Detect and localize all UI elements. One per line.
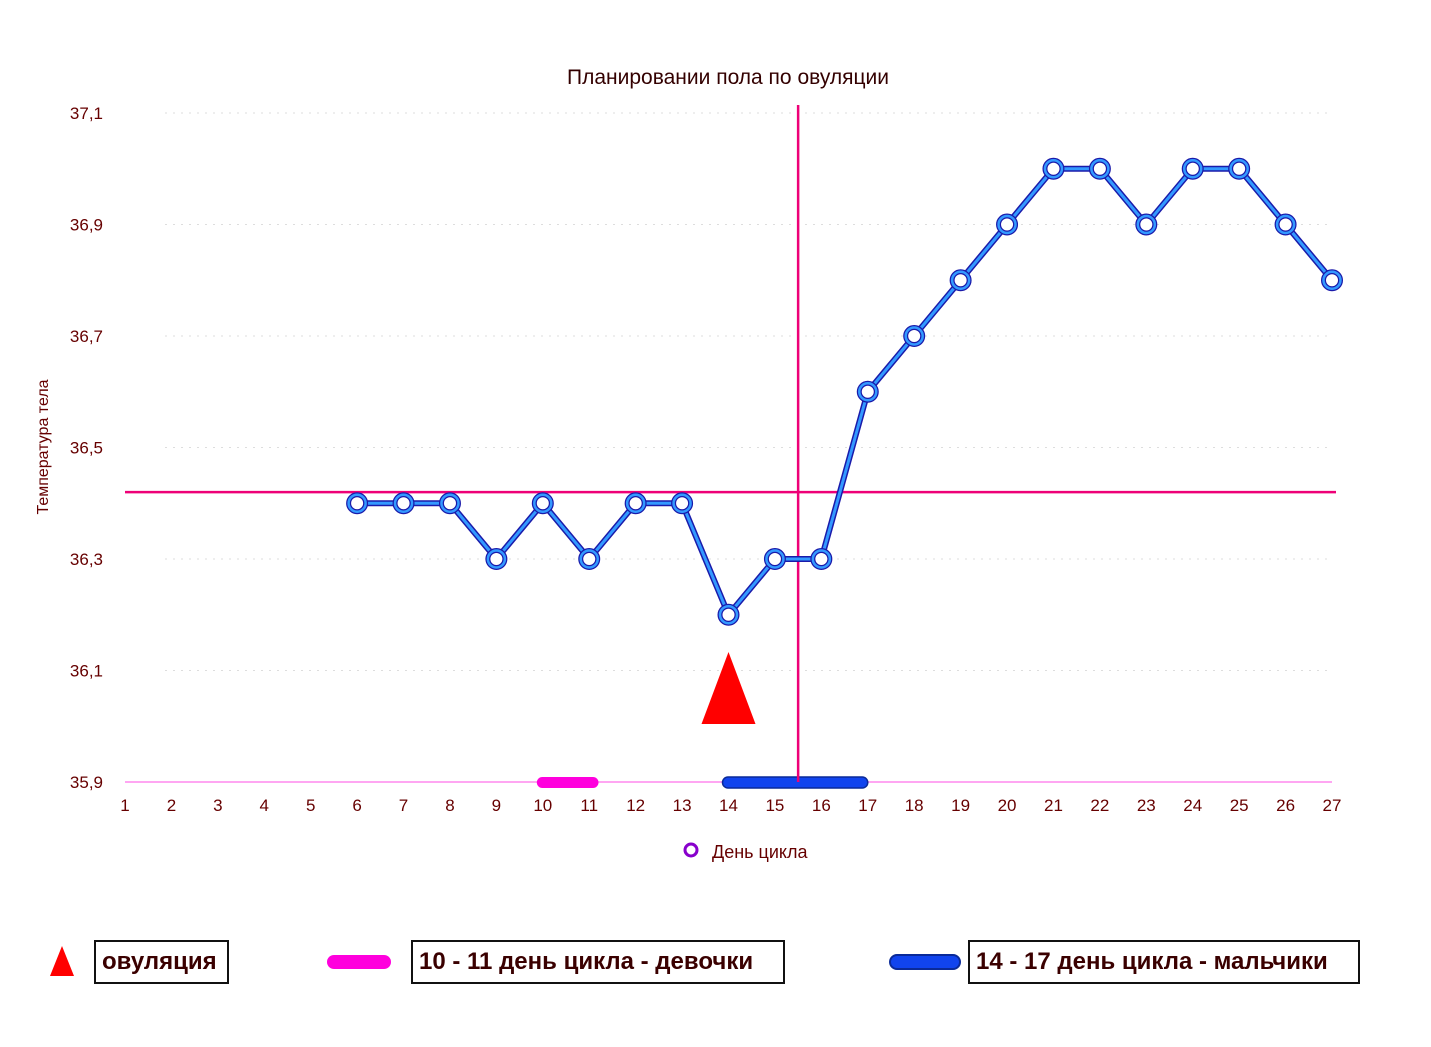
data-point — [672, 493, 692, 513]
boys-range-legend-label: 14 - 17 день цикла - мальчики — [968, 940, 1360, 984]
series-legend-label: День цикла — [712, 842, 808, 862]
x-tick-label: 6 — [352, 796, 361, 815]
x-tick-label: 7 — [399, 796, 408, 815]
x-tick-label: 27 — [1323, 796, 1342, 815]
x-tick-label: 22 — [1090, 796, 1109, 815]
data-point — [950, 270, 971, 290]
data-point — [1136, 214, 1157, 235]
x-tick-label: 2 — [167, 796, 176, 815]
data-point — [533, 493, 553, 513]
data-point — [347, 493, 367, 513]
bottom-legend: овуляция 10 - 11 день цикла - девочки 14… — [0, 940, 1431, 990]
x-tick-label: 19 — [951, 796, 970, 815]
x-tick-label: 18 — [905, 796, 924, 815]
y-tick-label: 35,9 — [70, 773, 103, 792]
data-point — [486, 549, 507, 569]
data-point — [904, 326, 924, 346]
data-point — [1182, 159, 1203, 179]
x-tick-label: 16 — [812, 796, 831, 815]
x-tick-label: 13 — [673, 796, 692, 815]
x-tick-label: 17 — [858, 796, 877, 815]
ovulation-legend-label: овуляция — [94, 940, 229, 984]
boys-range-legend-icon — [889, 954, 961, 970]
data-point — [765, 549, 785, 569]
y-axis-label: Температура тела — [35, 379, 52, 514]
x-tick-label: 24 — [1183, 796, 1202, 815]
boys-range-bar — [721, 776, 869, 789]
data-point — [718, 605, 739, 625]
series-line-outline — [357, 165, 1335, 618]
data-point — [625, 493, 646, 513]
ovulation-marker — [701, 652, 756, 724]
x-tick-label: 11 — [580, 796, 598, 815]
data-point — [393, 493, 414, 513]
x-tick-label: 1 — [120, 796, 129, 815]
x-tick-label: 26 — [1276, 796, 1295, 815]
x-tick-label: 3 — [213, 796, 222, 815]
x-tick-label: 20 — [998, 796, 1017, 815]
chart-title: Планировании пола по овуляции — [567, 66, 889, 89]
data-point — [440, 493, 460, 513]
data-point — [997, 214, 1017, 235]
data-point — [811, 549, 832, 569]
y-tick-label: 36,3 — [70, 550, 103, 569]
axis-ticks: 37,136,936,736,536,336,135,91 2 3 4 5 6 7 8 9 10 1… — [70, 104, 1342, 815]
girls-range-legend-icon — [327, 955, 391, 969]
x-tick-label: 4 — [260, 796, 269, 815]
x-tick-label: 9 — [492, 796, 501, 815]
data-point — [1229, 159, 1249, 179]
y-tick-label: 36,9 — [70, 216, 103, 235]
y-tick-label: 36,7 — [70, 327, 103, 346]
y-tick-label: 36,5 — [70, 439, 103, 458]
cycle-ranges — [536, 652, 869, 789]
series-legend: День цикла — [683, 842, 808, 862]
y-tick-label: 37,1 — [70, 104, 103, 123]
x-tick-label: 10 — [533, 796, 552, 815]
x-tick-label: 21 — [1044, 796, 1063, 815]
data-point — [1275, 214, 1296, 235]
data-point — [1043, 159, 1064, 179]
x-tick-label: 23 — [1137, 796, 1156, 815]
x-tick-label: 25 — [1230, 796, 1249, 815]
girls-range-bar — [536, 777, 599, 788]
x-tick-label: 12 — [626, 796, 645, 815]
data-point — [579, 549, 599, 569]
series-temperature — [346, 157, 1343, 626]
girls-range-legend-label: 10 - 11 день цикла - девочки — [411, 940, 785, 984]
data-point — [1322, 270, 1342, 290]
ovulation-legend-icon — [50, 946, 74, 976]
series-legend-marker — [683, 842, 699, 858]
series-line — [357, 167, 1334, 617]
x-tick-label: 5 — [306, 796, 315, 815]
guide-lines — [125, 105, 1336, 782]
y-tick-label: 36,1 — [70, 662, 103, 681]
x-tick-label: 15 — [765, 796, 784, 815]
data-point — [1090, 159, 1110, 179]
x-tick-label: 8 — [445, 796, 454, 815]
data-point — [858, 382, 878, 402]
x-tick-label: 14 — [719, 796, 738, 815]
